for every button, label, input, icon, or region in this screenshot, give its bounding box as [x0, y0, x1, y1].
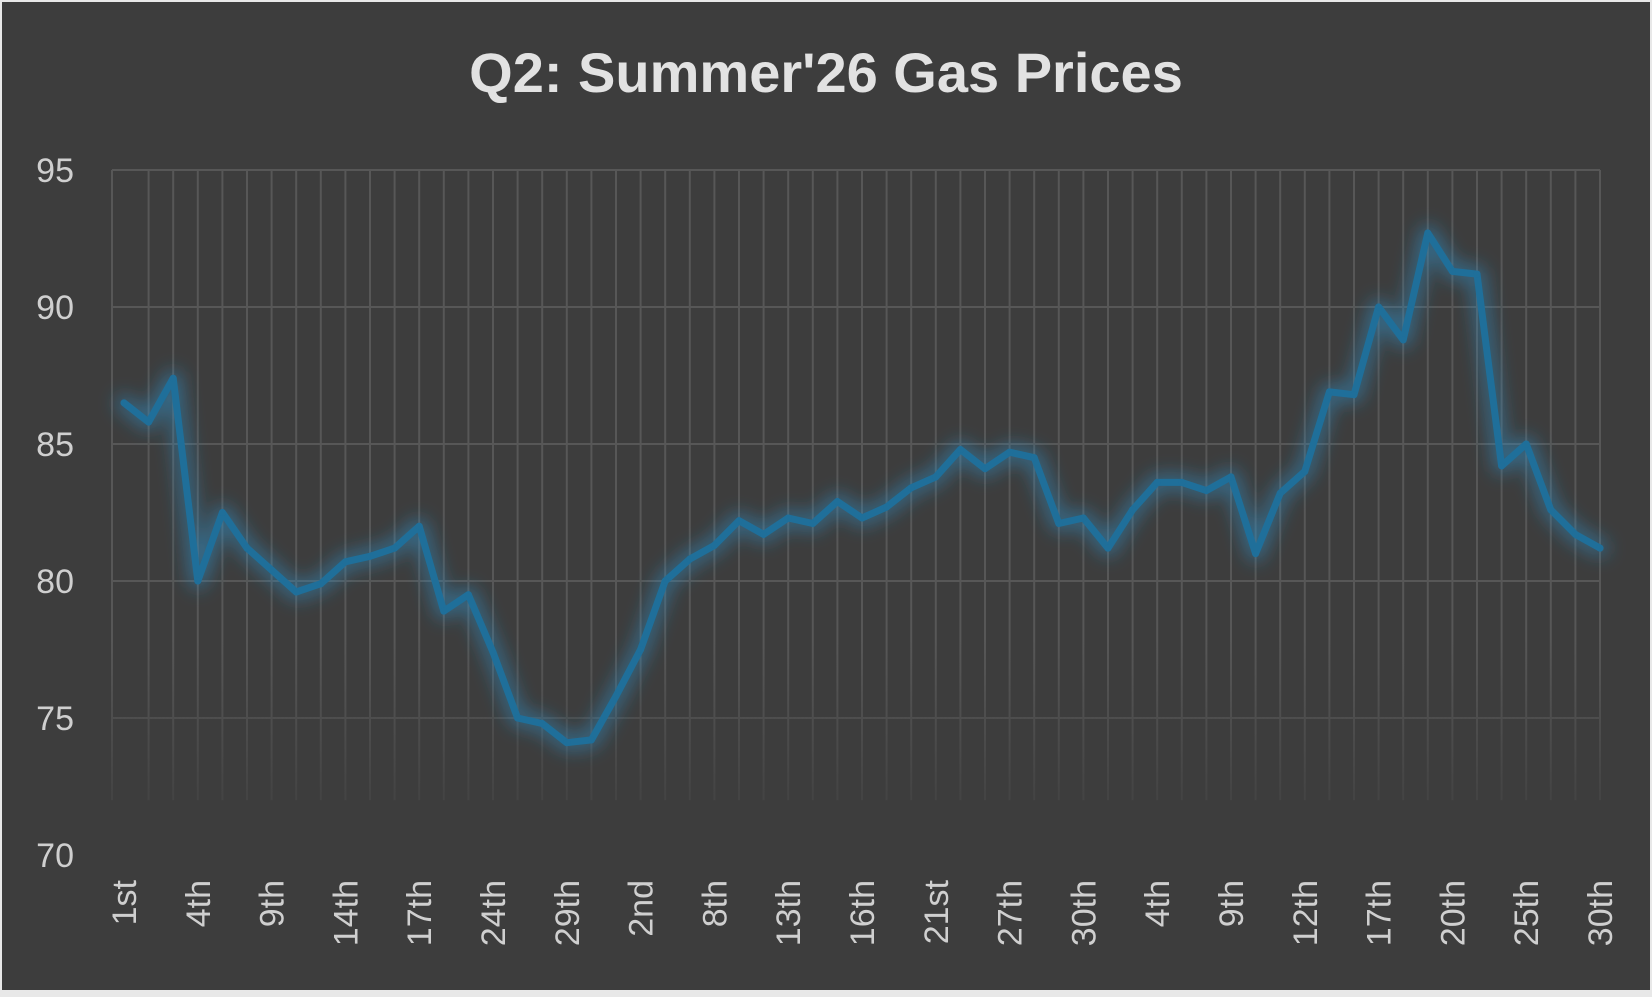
data-point — [194, 577, 202, 585]
x-tick-label: 20th — [1434, 880, 1472, 946]
x-tick-label: 12th — [1287, 880, 1325, 946]
data-point — [1006, 448, 1014, 456]
data-point — [833, 498, 841, 506]
data-point — [907, 484, 915, 492]
data-point — [243, 544, 251, 552]
data-point — [145, 418, 153, 426]
x-tick-label: 24th — [475, 880, 513, 946]
chart-title: Q2: Summer'26 Gas Prices — [469, 41, 1183, 104]
data-point — [1522, 440, 1530, 448]
data-point — [956, 445, 964, 453]
data-point — [489, 648, 497, 656]
data-point — [760, 530, 768, 538]
x-tick-label: 2nd — [623, 880, 661, 937]
data-point — [981, 465, 989, 473]
data-point — [858, 514, 866, 522]
data-point — [366, 552, 374, 560]
data-point — [391, 544, 399, 552]
data-point — [710, 541, 718, 549]
data-point — [1547, 506, 1555, 514]
data-point — [1325, 388, 1333, 396]
data-point — [1030, 454, 1038, 462]
data-point — [735, 517, 743, 525]
y-tick-label: 95 — [36, 152, 74, 190]
x-tick-label: 29th — [549, 880, 587, 946]
data-point — [809, 519, 817, 527]
data-point — [1252, 550, 1260, 558]
x-tick-label: 27th — [992, 880, 1030, 946]
data-point — [268, 566, 276, 574]
x-tick-label: 4th — [180, 880, 218, 927]
data-point — [1399, 336, 1407, 344]
data-point — [1473, 270, 1481, 278]
x-tick-label: 1st — [106, 879, 144, 925]
data-point — [1202, 487, 1210, 495]
data-point — [784, 514, 792, 522]
data-point — [1178, 478, 1186, 486]
x-tick-label: 9th — [1213, 880, 1251, 927]
y-tick-label: 70 — [36, 837, 74, 875]
x-tick-label: 30th — [1582, 880, 1620, 946]
data-point — [563, 739, 571, 747]
data-point — [1079, 514, 1087, 522]
data-point — [1227, 473, 1235, 481]
data-point — [440, 607, 448, 615]
data-point — [1276, 489, 1284, 497]
data-point — [661, 577, 669, 585]
data-point — [218, 509, 226, 516]
data-point — [120, 399, 128, 407]
x-tick-label: 17th — [1361, 880, 1399, 946]
x-tick-label: 13th — [770, 880, 808, 946]
data-point — [1301, 467, 1309, 475]
data-point — [612, 692, 620, 700]
x-tick-label: 17th — [401, 880, 439, 946]
data-point — [1424, 229, 1432, 237]
data-point — [686, 555, 694, 563]
data-point — [1448, 267, 1456, 275]
x-tick-label: 21st — [918, 879, 956, 944]
data-point — [1129, 506, 1137, 514]
data-point — [1375, 303, 1383, 311]
data-point — [415, 522, 423, 530]
data-point — [464, 591, 472, 599]
x-axis: 1st 4th 9th 14th 17th 24th 29th 2nd 8th 13th 16th 2… — [106, 879, 1620, 946]
y-axis: 95 90 85 80 75 70 — [36, 152, 74, 875]
data-point — [1153, 478, 1161, 486]
data-point — [637, 646, 645, 653]
data-point — [169, 374, 177, 382]
data-point — [514, 714, 522, 722]
y-tick-label: 90 — [36, 289, 74, 327]
data-point — [1104, 544, 1112, 552]
x-tick-label: 25th — [1508, 880, 1546, 946]
data-point — [932, 473, 940, 481]
grid-fade — [108, 640, 1604, 852]
x-tick-label: 4th — [1139, 880, 1177, 927]
data-point — [1596, 544, 1604, 552]
data-point — [587, 736, 595, 744]
x-tick-label: 8th — [696, 880, 734, 927]
data-points — [120, 229, 1604, 747]
data-point — [1350, 391, 1358, 399]
y-tick-label: 80 — [36, 563, 74, 601]
x-tick-label: 14th — [327, 880, 365, 946]
data-point — [1055, 519, 1063, 527]
y-tick-label: 85 — [36, 426, 74, 464]
data-point — [1571, 530, 1579, 538]
data-point — [883, 503, 891, 511]
data-point — [341, 558, 349, 566]
data-point — [317, 580, 325, 588]
data-point — [1498, 462, 1506, 470]
data-point — [292, 588, 300, 596]
y-tick-label: 75 — [36, 700, 74, 738]
x-tick-label: 30th — [1065, 880, 1103, 946]
x-tick-label: 9th — [254, 880, 292, 927]
data-point — [538, 719, 546, 727]
x-tick-label: 16th — [844, 880, 882, 946]
